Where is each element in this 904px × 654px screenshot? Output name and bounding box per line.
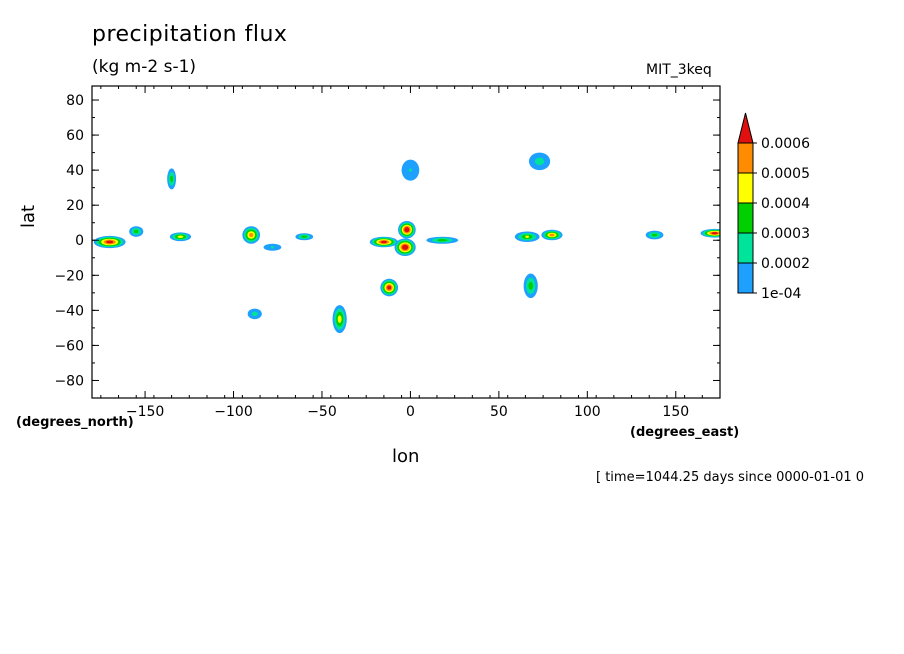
contour-level bbox=[387, 285, 392, 290]
x-tick-label: 150 bbox=[662, 404, 689, 420]
colorbar-label: 1e-04 bbox=[761, 286, 801, 302]
colorbar-over-triangle bbox=[737, 112, 754, 144]
y-axis-units: (degrees_north) bbox=[16, 415, 134, 430]
y-tick-label: 0 bbox=[75, 233, 84, 249]
contour-level bbox=[549, 233, 555, 237]
precip-blob bbox=[380, 278, 399, 297]
contour-level bbox=[270, 246, 274, 249]
x-tick-label: −50 bbox=[307, 404, 337, 420]
precip-blob bbox=[167, 168, 177, 190]
precip-blob bbox=[398, 220, 416, 239]
colorbar-label: 0.0003 bbox=[761, 226, 810, 242]
contour-field bbox=[93, 152, 720, 334]
x-tick-label: −100 bbox=[214, 404, 252, 420]
contour-level bbox=[177, 235, 184, 238]
contour-level bbox=[525, 235, 530, 238]
precip-blob bbox=[129, 226, 144, 237]
colorbar-label: 0.0002 bbox=[761, 256, 810, 272]
colorbar-segment bbox=[737, 262, 754, 294]
precip-blob bbox=[169, 232, 192, 242]
contour-level bbox=[402, 244, 409, 250]
contour-level bbox=[337, 315, 342, 323]
chart-units: (kg m-2 s-1) bbox=[92, 57, 197, 77]
precip-blob bbox=[332, 305, 347, 334]
colorbar-label: 0.0004 bbox=[761, 196, 810, 212]
contour-level bbox=[170, 175, 174, 183]
y-tick-label: −60 bbox=[54, 338, 84, 354]
y-tick-label: 60 bbox=[66, 128, 84, 144]
contour-level bbox=[408, 168, 412, 172]
contour-level bbox=[534, 157, 545, 166]
precip-blob bbox=[401, 159, 420, 181]
precip-blob bbox=[523, 273, 538, 299]
precip-blob bbox=[93, 235, 126, 249]
precip-blob bbox=[247, 308, 262, 320]
precip-blob bbox=[528, 152, 551, 171]
precip-blob bbox=[645, 230, 664, 240]
contour-level bbox=[380, 240, 388, 244]
contour-level bbox=[301, 235, 308, 238]
contour-level bbox=[249, 232, 254, 238]
y-tick-label: −40 bbox=[54, 303, 84, 319]
contour-level bbox=[404, 227, 410, 233]
precip-blob bbox=[426, 236, 459, 244]
colorbar-segment bbox=[737, 232, 754, 264]
x-tick-label: 100 bbox=[574, 404, 601, 420]
y-tick-label: −80 bbox=[54, 373, 84, 389]
colorbar-label: 0.0005 bbox=[761, 166, 810, 182]
x-tick-label: 0 bbox=[406, 404, 415, 420]
x-tick-label: −150 bbox=[126, 404, 164, 420]
colorbar-label: 0.0006 bbox=[761, 136, 810, 152]
y-tick-label: 80 bbox=[66, 93, 84, 109]
colorbar: 0.0006 0.0005 0.0004 0.0003 0.0002 1e-04 bbox=[737, 112, 810, 302]
y-tick-label: −20 bbox=[54, 268, 84, 284]
axes: −150 −100 −50 0 50 100 150 80 60 40 20 0 −20 −40 −60 −8… bbox=[54, 86, 721, 420]
contour-level bbox=[133, 229, 139, 234]
contour-level bbox=[251, 311, 258, 317]
time-annotation: [ time=1044.25 days since 0000-01-01 0 bbox=[596, 470, 865, 485]
colorbar-segment bbox=[737, 172, 754, 204]
precip-blob bbox=[394, 238, 416, 257]
contour-level bbox=[528, 281, 533, 290]
contour-level bbox=[106, 240, 114, 244]
x-axis-label: lon bbox=[392, 446, 420, 467]
x-tick-label: 50 bbox=[490, 404, 508, 420]
chart-title: precipitation flux bbox=[92, 22, 288, 47]
contour-level bbox=[651, 233, 658, 237]
precip-blob bbox=[242, 226, 261, 244]
colorbar-segment bbox=[737, 202, 754, 234]
y-tick-label: 40 bbox=[66, 163, 84, 179]
plot-frame bbox=[91, 85, 721, 399]
contour-level bbox=[711, 232, 718, 235]
precip-blob bbox=[700, 228, 720, 238]
precip-blob bbox=[295, 233, 314, 241]
precip-blob bbox=[541, 229, 563, 241]
precip-blob bbox=[514, 231, 540, 242]
x-axis-units: (degrees_east) bbox=[630, 425, 740, 440]
precip-blob bbox=[263, 243, 282, 251]
model-name: MIT_3keq bbox=[646, 62, 712, 78]
contour-level bbox=[437, 239, 448, 242]
colorbar-segment bbox=[737, 142, 754, 174]
y-tick-label: 20 bbox=[66, 198, 84, 214]
precip-blob bbox=[369, 236, 399, 248]
